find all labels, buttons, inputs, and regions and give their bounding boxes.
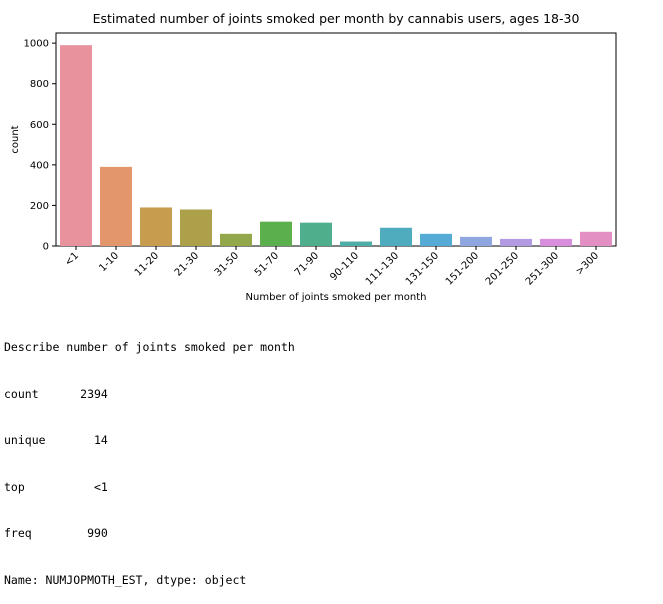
- bar: [140, 207, 172, 246]
- x-tick-label: 111-130: [364, 250, 401, 287]
- y-tick-label: 600: [30, 120, 49, 131]
- bar: [460, 236, 492, 246]
- describe-output: Describe number of joints smoked per mon…: [4, 309, 295, 604]
- bars-group: [60, 45, 612, 246]
- x-tick-label: 71-90: [293, 250, 321, 278]
- x-tick-label: <1: [63, 250, 81, 268]
- x-tick-label: 21-30: [173, 250, 201, 278]
- bar: [380, 227, 412, 246]
- bar: [420, 233, 452, 246]
- output-line: top <1: [4, 479, 108, 494]
- output-line: Describe number of joints smoked per mon…: [4, 340, 295, 354]
- bar: [540, 238, 572, 246]
- x-tick-label: 90-110: [328, 250, 361, 283]
- chart-title: Estimated number of joints smoked per mo…: [93, 11, 580, 26]
- y-tick-label: 800: [30, 79, 49, 90]
- x-axis: <1 1-10 11-20 21-30 31-50 51-70 71-90 90-110 111…: [63, 246, 601, 288]
- y-tick-label: 0: [43, 242, 49, 253]
- x-tick-label: 251-300: [524, 250, 561, 287]
- bar: [340, 241, 372, 246]
- y-axis-label: count: [10, 125, 21, 153]
- bar: [580, 231, 612, 246]
- output-line: freq 990: [4, 526, 108, 540]
- x-tick-label: >300: [574, 250, 601, 277]
- y-axis: 0 200 400 600 800 1000: [24, 39, 56, 253]
- x-axis-label: Number of joints smoked per month: [246, 292, 427, 303]
- x-tick-label: 131-150: [404, 250, 441, 287]
- bar: [100, 166, 132, 246]
- y-tick-label: 1000: [24, 39, 49, 50]
- y-tick-label: 200: [30, 201, 49, 212]
- output-line: Name: NUMJOPMOTH_EST, dtype: object: [4, 572, 247, 587]
- output-line: unique 14: [4, 433, 108, 447]
- bar: [260, 221, 292, 246]
- x-tick-label: 51-70: [253, 250, 281, 278]
- x-tick-label: 201-250: [484, 250, 521, 287]
- plot-area: [55, 32, 617, 247]
- bar: [300, 222, 332, 246]
- y-tick-label: 400: [30, 160, 49, 171]
- bar-chart: Estimated number of joints smoked per mo…: [10, 11, 617, 303]
- bar: [60, 45, 92, 246]
- x-tick-label: 1-10: [97, 250, 121, 274]
- x-tick-label: 31-50: [213, 250, 241, 278]
- bar: [180, 209, 212, 246]
- output-line: count 2394: [4, 386, 108, 401]
- x-tick-label: 151-200: [444, 250, 481, 287]
- x-tick-label: 11-20: [133, 250, 161, 278]
- bar: [500, 238, 532, 246]
- bar: [220, 233, 252, 246]
